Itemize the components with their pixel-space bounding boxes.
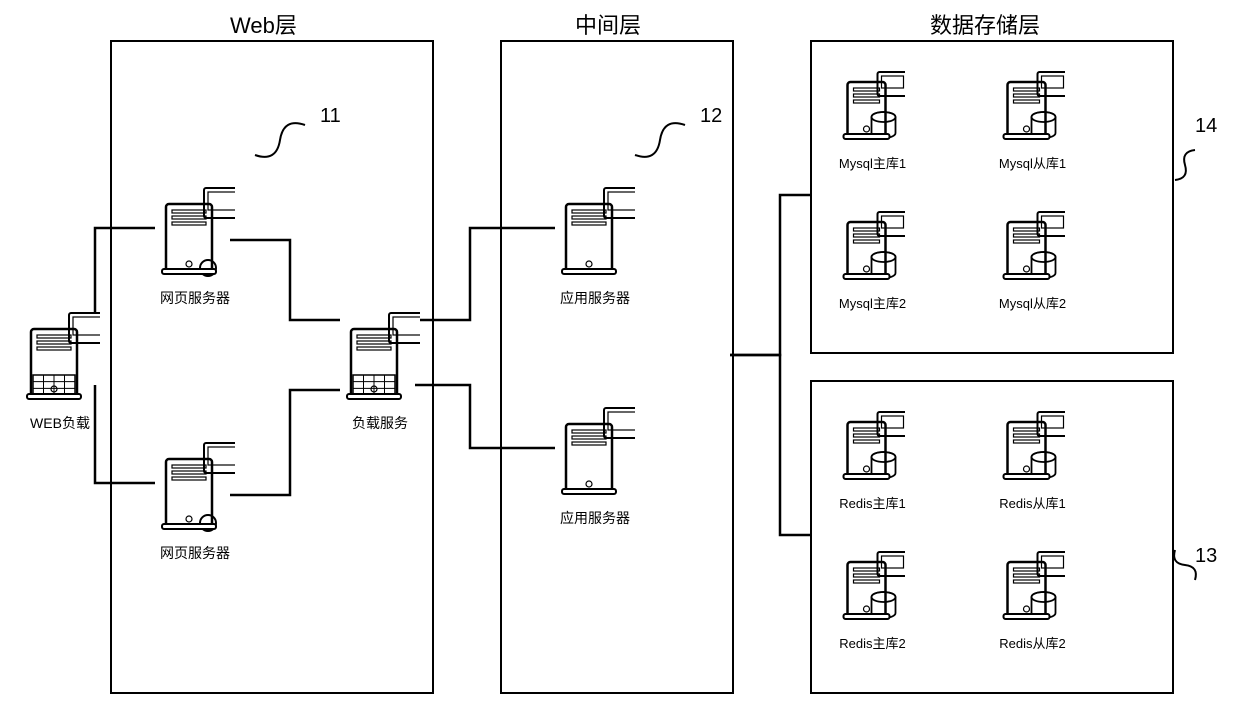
- edge-mid_bus-mysql_box: [730, 195, 810, 355]
- mysql-master-2: Mysql主库2: [840, 200, 905, 289]
- app-server-1: 应用服务器: [555, 175, 635, 284]
- mid-layer-title: 中间层: [575, 8, 641, 40]
- app-server-2: 应用服务器: [555, 395, 635, 504]
- app-server-1-label: 应用服务器: [560, 288, 630, 308]
- redis-slave-2-label: Redis从库2: [999, 633, 1065, 652]
- ref-14: 14: [1195, 115, 1217, 138]
- mysql-master-1: Mysql主库1: [840, 60, 905, 149]
- ref-12: 12: [700, 105, 722, 128]
- ref-curl-14: [1175, 150, 1195, 180]
- ref-13: 13: [1195, 545, 1217, 568]
- edge-mid_bus-redis_box: [730, 355, 810, 535]
- mysql-slave-1: Mysql从库1: [1000, 60, 1065, 149]
- mysql-slave-1-label: Mysql从库1: [999, 153, 1066, 172]
- ref-curl-13: [1174, 550, 1196, 580]
- redis-slave-2: Redis从库2: [1000, 540, 1065, 629]
- web-load: WEB负载: [20, 300, 100, 409]
- mid-layer-box: [500, 40, 734, 694]
- load-service-label: 负载服务: [352, 413, 408, 433]
- load-service: 负载服务: [340, 300, 420, 409]
- redis-slave-1: Redis从库1: [1000, 400, 1065, 489]
- mysql-master-1-label: Mysql主库1: [839, 153, 906, 172]
- web-server-1: 网页服务器: [155, 175, 235, 284]
- web-server-1-label: 网页服务器: [160, 288, 230, 308]
- redis-master-2: Redis主库2: [840, 540, 905, 629]
- ref-11: 11: [320, 105, 341, 128]
- web-server-2-label: 网页服务器: [160, 543, 230, 563]
- redis-master-1: Redis主库1: [840, 400, 905, 489]
- mysql-slave-2: Mysql从库2: [1000, 200, 1065, 289]
- redis-slave-1-label: Redis从库1: [999, 493, 1065, 512]
- store-layer-title: 数据存储层: [930, 8, 1040, 40]
- web-load-label: WEB负载: [30, 413, 90, 433]
- app-server-2-label: 应用服务器: [560, 508, 630, 528]
- redis-master-1-label: Redis主库1: [839, 493, 905, 512]
- web-layer-title: Web层: [230, 8, 297, 40]
- web-server-2: 网页服务器: [155, 430, 235, 539]
- mysql-master-2-label: Mysql主库2: [839, 293, 906, 312]
- redis-master-2-label: Redis主库2: [839, 633, 905, 652]
- mysql-slave-2-label: Mysql从库2: [999, 293, 1066, 312]
